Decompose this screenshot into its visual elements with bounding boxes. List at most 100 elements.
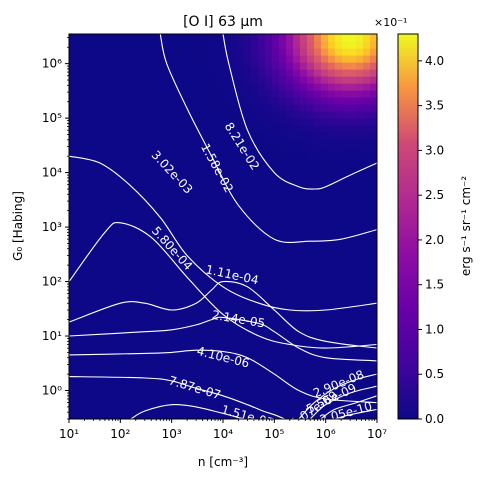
heatmap-cell [153, 55, 161, 63]
heatmap-cell [258, 377, 266, 385]
heatmap-cell [153, 132, 161, 140]
heatmap-cell [104, 405, 112, 413]
heatmap-cell [328, 272, 336, 280]
heatmap-cell [69, 174, 77, 182]
heatmap-cell [160, 356, 168, 364]
heatmap-cell [363, 258, 371, 266]
contour-lines [69, 34, 377, 419]
heatmap-cell [258, 370, 266, 378]
heatmap-cell [104, 356, 112, 364]
heatmap-cell [69, 258, 77, 266]
heatmap-cell [251, 174, 259, 182]
heatmap-cell [237, 356, 245, 364]
heatmap-cell [181, 69, 189, 77]
heatmap-cell [244, 55, 252, 63]
heatmap-cell [328, 384, 336, 392]
heatmap-cell [300, 321, 308, 329]
heatmap-cell [258, 216, 266, 224]
heatmap-cell [342, 370, 350, 378]
heatmap-cell [97, 307, 105, 315]
heatmap-cell [146, 272, 154, 280]
heatmap-cell [258, 111, 266, 119]
heatmap-cell [146, 181, 154, 189]
heatmap-cell [279, 118, 287, 126]
heatmap-cell [300, 293, 308, 301]
heatmap-cell [90, 69, 98, 77]
heatmap-cell [223, 216, 231, 224]
heatmap-cell [160, 97, 168, 105]
heatmap-cell [356, 97, 364, 105]
heatmap-cell [223, 328, 231, 336]
heatmap-cell [258, 384, 266, 392]
heatmap-cell [335, 328, 343, 336]
heatmap-cell [181, 307, 189, 315]
heatmap-cell [314, 83, 322, 91]
heatmap-cell [139, 356, 147, 364]
heatmap-cell [139, 384, 147, 392]
heatmap-cell [195, 314, 203, 322]
heatmap-cell [223, 279, 231, 287]
heatmap-cell [139, 412, 147, 419]
heatmap-cell [356, 216, 364, 224]
heatmap-cell [223, 55, 231, 63]
heatmap-cell [97, 104, 105, 112]
heatmap-cell [335, 195, 343, 203]
heatmap-cell [167, 55, 175, 63]
heatmap-cell [69, 90, 77, 98]
heatmap-cell [370, 125, 377, 133]
heatmap-cell [146, 244, 154, 252]
heatmap-cell [328, 76, 336, 84]
heatmap-cell [251, 160, 259, 168]
heatmap-cell [363, 230, 371, 238]
heatmap-cell [300, 34, 308, 42]
heatmap-cell [258, 160, 266, 168]
heatmap-cell [223, 230, 231, 238]
heatmap-cell [139, 160, 147, 168]
heatmap-cell [279, 195, 287, 203]
heatmap-cell [342, 125, 350, 133]
heatmap-cell [139, 398, 147, 406]
heatmap-cell [279, 384, 287, 392]
heatmap-cell [181, 258, 189, 266]
heatmap-cell [118, 188, 126, 196]
heatmap-cell [314, 398, 322, 406]
heatmap-cell [356, 55, 364, 63]
heatmap-cell [209, 405, 217, 413]
heatmap-cell [349, 41, 357, 49]
heatmap-cell [174, 146, 182, 154]
contour-line [69, 316, 377, 362]
heatmap-cell [202, 76, 210, 84]
heatmap-cell [370, 48, 377, 56]
heatmap-cell [83, 69, 91, 77]
heatmap-cell [286, 97, 294, 105]
heatmap-cell [230, 265, 238, 273]
heatmap-cell [307, 181, 315, 189]
heatmap-cell [314, 181, 322, 189]
heatmap-cell [195, 244, 203, 252]
heatmap-cell [223, 76, 231, 84]
heatmap-cell [272, 272, 280, 280]
heatmap-cell [237, 405, 245, 413]
heatmap-cell [76, 223, 84, 231]
heatmap-cell [244, 132, 252, 140]
heatmap-cell [349, 69, 357, 77]
heatmap-cell [118, 195, 126, 203]
heatmap-cell [83, 195, 91, 203]
heatmap-cell [69, 293, 77, 301]
heatmap-cell [307, 391, 315, 399]
heatmap-cell [118, 230, 126, 238]
heatmap-cell [251, 272, 259, 280]
heatmap-cell [195, 293, 203, 301]
heatmap-cell [160, 160, 168, 168]
heatmap-cell [153, 412, 161, 419]
heatmap-cell [321, 300, 329, 308]
heatmap-cell [146, 279, 154, 287]
heatmap-cell [83, 104, 91, 112]
heatmap-cell [279, 48, 287, 56]
heatmap-cell [370, 328, 377, 336]
heatmap-cell [174, 293, 182, 301]
heatmap-cell [209, 83, 217, 91]
heatmap-cell [132, 405, 140, 413]
heatmap-cell [251, 202, 259, 210]
heatmap-cell [118, 223, 126, 231]
